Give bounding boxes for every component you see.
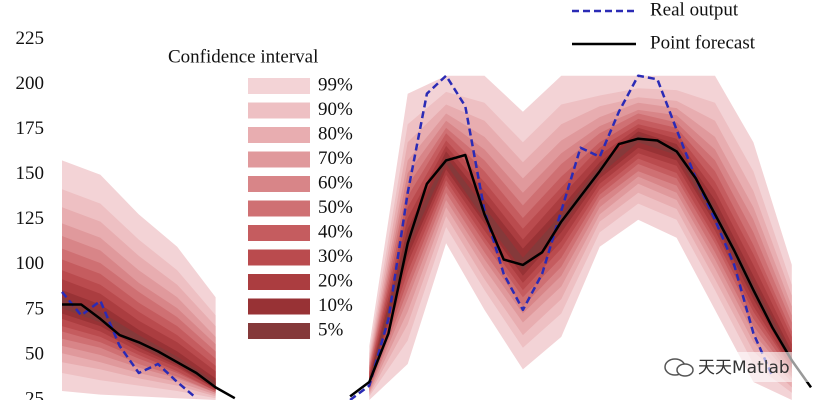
legend-label: 60% bbox=[318, 172, 353, 193]
legend-swatch bbox=[248, 151, 310, 168]
legend-label: 40% bbox=[318, 221, 353, 242]
legend-swatch bbox=[248, 127, 310, 143]
series-line bbox=[349, 137, 813, 398]
legend-label: Point forecast bbox=[650, 32, 756, 53]
legend-swatch bbox=[248, 323, 310, 339]
legend: Confidence interval 99% 90% 80% 70% 60% 50% 40… bbox=[168, 0, 756, 340]
legend-label: 90% bbox=[318, 99, 353, 120]
legend-label: Real output bbox=[650, 0, 739, 20]
lines bbox=[61, 74, 813, 400]
series-line bbox=[349, 74, 774, 400]
series-line bbox=[61, 291, 198, 400]
y-tick-label: 100 bbox=[16, 253, 45, 274]
series-line bbox=[62, 303, 236, 400]
watermark: 天天Matlab bbox=[660, 352, 810, 382]
legend-label: 30% bbox=[318, 246, 353, 267]
y-tick-label: 75 bbox=[25, 298, 44, 319]
confidence-band bbox=[369, 135, 792, 384]
y-tick-label: 150 bbox=[16, 163, 45, 184]
legend-swatch bbox=[248, 102, 310, 119]
y-axis: 25 50 75 100 125 150 175 200 225 bbox=[16, 28, 45, 400]
legend-swatch bbox=[248, 274, 310, 290]
legend-swatch bbox=[248, 176, 310, 192]
y-tick-label: 175 bbox=[16, 118, 45, 139]
y-tick-label: 225 bbox=[16, 28, 45, 49]
legend-label: 70% bbox=[318, 148, 353, 169]
watermark-icon bbox=[676, 363, 694, 377]
y-tick-label: 125 bbox=[16, 208, 45, 229]
y-tick-label: 25 bbox=[25, 388, 44, 400]
confidence-bands bbox=[62, 75, 792, 400]
legend-swatch bbox=[248, 298, 310, 315]
legend-label: 50% bbox=[318, 197, 353, 218]
legend-title: Confidence interval bbox=[168, 46, 318, 67]
legend-swatch bbox=[248, 225, 310, 241]
y-tick-label: 200 bbox=[16, 73, 45, 94]
legend-label: 99% bbox=[318, 74, 353, 95]
legend-swatch bbox=[248, 78, 310, 94]
confidence-band bbox=[369, 131, 792, 384]
watermark-text: 天天Matlab bbox=[698, 358, 790, 378]
legend-swatch bbox=[248, 200, 310, 217]
legend-swatch bbox=[248, 249, 310, 266]
legend-label: 5% bbox=[318, 319, 344, 340]
legend-label: 20% bbox=[318, 270, 353, 291]
y-tick-label: 50 bbox=[25, 343, 44, 364]
legend-label: 10% bbox=[318, 295, 353, 316]
legend-label: 80% bbox=[318, 123, 353, 144]
